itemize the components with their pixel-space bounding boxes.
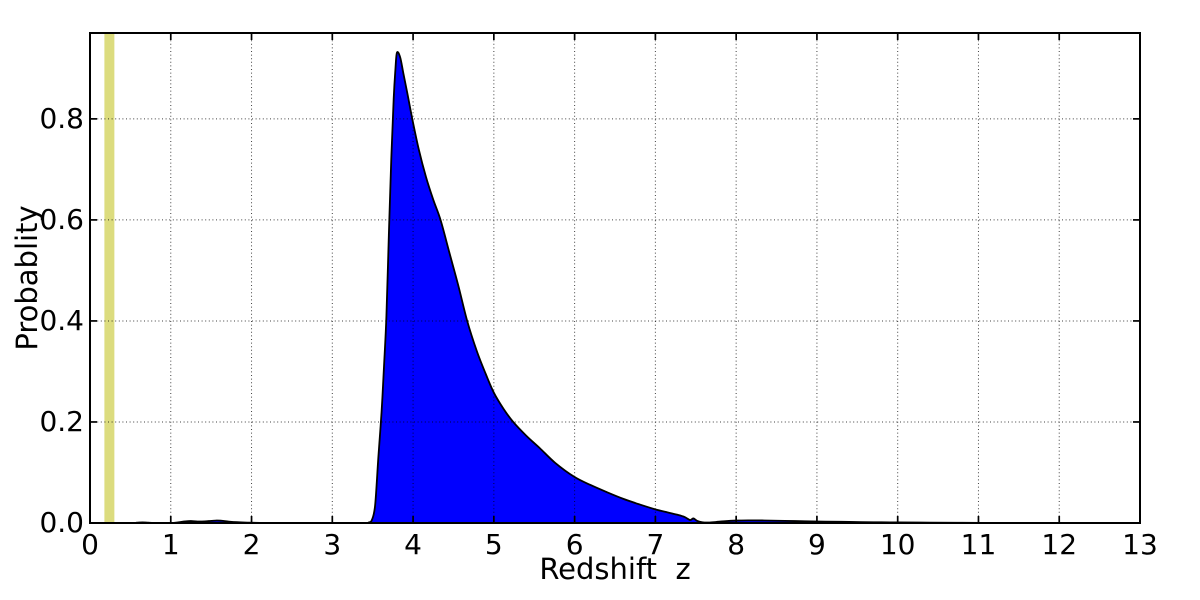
x-tick-label: 2 [242,528,261,561]
x-tick-label: 12 [1041,528,1078,561]
x-tick-label: 4 [404,528,422,561]
x-tick-label: 7 [646,528,665,561]
y-tick-label: 0.2 [39,404,84,438]
y-axis-title: Probablity [10,205,44,351]
y-tick-label: 0.8 [39,101,84,135]
x-tick-label: 6 [565,528,584,561]
x-tick-label: 9 [808,528,826,561]
x-tick-label: 5 [484,528,503,561]
plot-frame [89,32,1141,524]
x-tick-label: 10 [879,528,916,561]
x-tick-label: 0 [81,528,99,561]
x-axis-title: Redshift z [539,552,691,586]
y-tick-label: 0.4 [39,303,84,337]
x-tick-label: 11 [960,528,997,561]
pdf-area-curve [89,51,1141,524]
x-tick-label: 1 [161,528,180,561]
x-tick-label: 3 [323,528,342,561]
x-tick-label: 8 [727,528,746,561]
plot-area [89,32,1141,524]
x-tick-label: 13 [1122,528,1158,561]
y-tick-label: 0.6 [39,202,84,236]
y-tick-label: 0.0 [39,506,84,539]
